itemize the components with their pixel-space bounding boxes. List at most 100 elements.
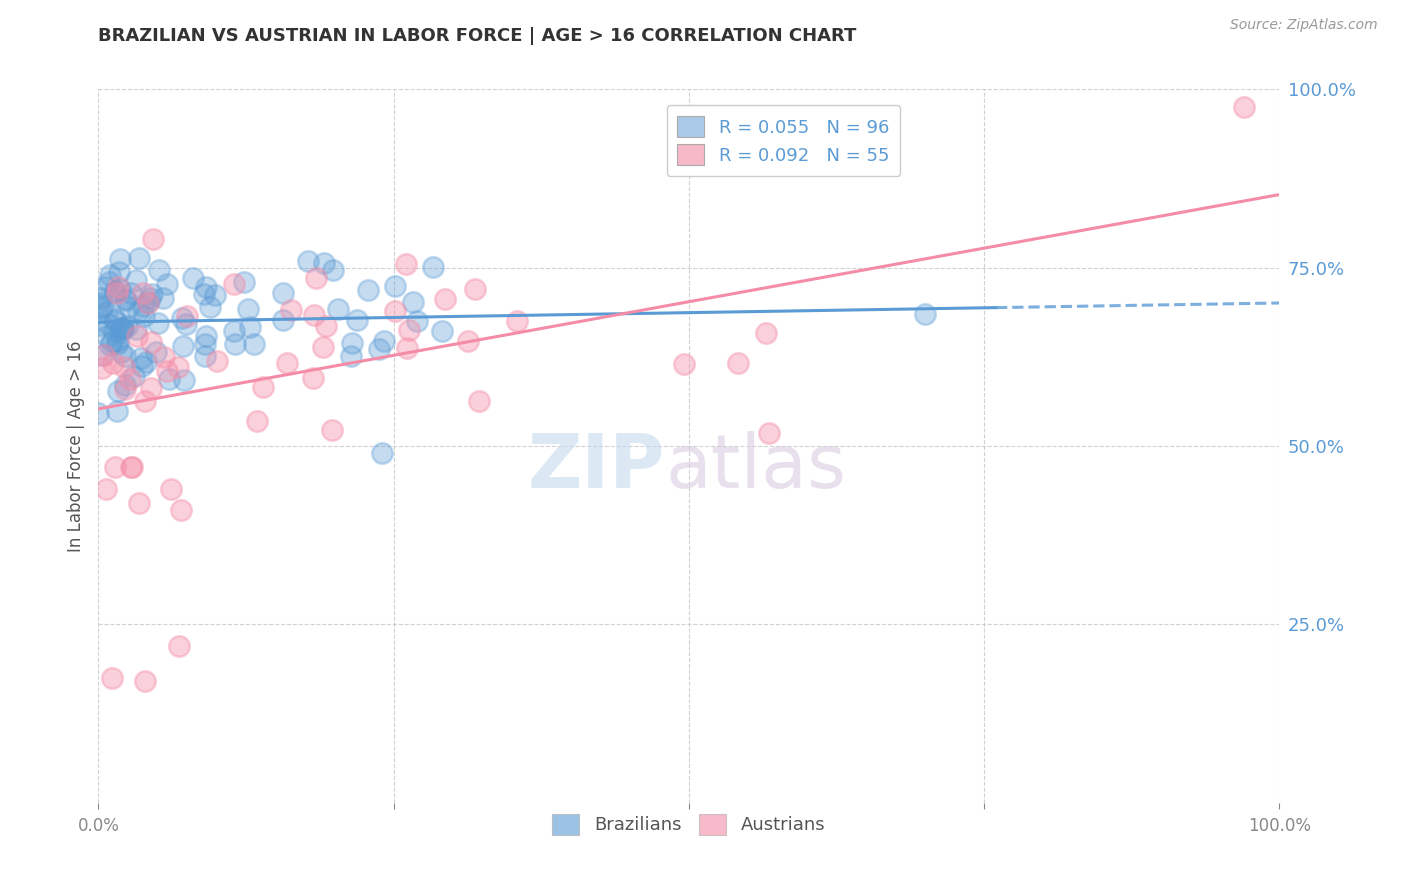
Point — [312, 340, 335, 354]
Point — [152, 350, 174, 364]
Point — [384, 278, 406, 293]
Point — [157, 372, 180, 386]
Point — [172, 339, 194, 353]
Point — [90, 360, 112, 375]
Point — [297, 254, 319, 268]
Point — [112, 322, 135, 336]
Point — [100, 671, 122, 685]
Y-axis label: In Labor Force | Age > 16: In Labor Force | Age > 16 — [66, 340, 84, 552]
Point — [384, 304, 406, 318]
Point — [271, 285, 294, 300]
Point — [156, 277, 179, 291]
Point — [114, 377, 136, 392]
Point — [321, 424, 343, 438]
Point — [370, 446, 392, 460]
Point — [122, 368, 145, 383]
Point — [107, 334, 129, 348]
Point — [93, 299, 115, 313]
Point — [433, 292, 456, 306]
Point — [194, 328, 217, 343]
Point — [105, 336, 128, 351]
Point — [755, 326, 778, 340]
Point — [232, 276, 254, 290]
Point — [132, 309, 155, 323]
Point — [108, 252, 131, 266]
Point — [134, 393, 156, 408]
Point — [464, 282, 486, 296]
Point — [271, 312, 294, 326]
Point — [105, 285, 128, 300]
Point — [103, 285, 125, 299]
Point — [120, 286, 142, 301]
Point — [111, 320, 134, 334]
Point — [114, 293, 136, 307]
Point — [141, 287, 163, 301]
Point — [117, 300, 139, 314]
Point — [120, 460, 142, 475]
Point — [402, 294, 425, 309]
Point — [135, 355, 157, 369]
Point — [134, 674, 156, 689]
Point — [243, 336, 266, 351]
Point — [252, 380, 274, 394]
Point — [107, 404, 129, 418]
Point — [112, 359, 135, 374]
Point — [406, 314, 429, 328]
Point — [173, 373, 195, 387]
Point — [914, 307, 936, 321]
Point — [172, 310, 194, 325]
Point — [114, 382, 136, 396]
Point — [127, 305, 149, 319]
Point — [457, 334, 479, 348]
Point — [97, 317, 120, 331]
Text: ZIP: ZIP — [529, 431, 665, 504]
Point — [100, 338, 122, 352]
Point — [224, 337, 246, 351]
Point — [170, 503, 193, 517]
Point — [98, 268, 121, 282]
Point — [93, 348, 115, 362]
Point — [145, 344, 167, 359]
Point — [346, 313, 368, 327]
Point — [373, 334, 395, 349]
Point — [148, 263, 170, 277]
Point — [110, 345, 132, 359]
Point — [302, 309, 325, 323]
Point — [141, 334, 163, 349]
Point — [312, 256, 335, 270]
Point — [468, 394, 491, 409]
Point — [108, 265, 131, 279]
Point — [246, 414, 269, 428]
Text: BRAZILIAN VS AUSTRIAN IN LABOR FORCE | AGE > 16 CORRELATION CHART: BRAZILIAN VS AUSTRIAN IN LABOR FORCE | A… — [98, 27, 856, 45]
Point — [174, 317, 197, 331]
Point — [236, 302, 259, 317]
Point — [205, 354, 228, 368]
Point — [103, 324, 125, 338]
Point — [104, 284, 127, 298]
Point — [121, 460, 143, 475]
Text: Source: ZipAtlas.com: Source: ZipAtlas.com — [1230, 18, 1378, 32]
Point — [672, 357, 695, 371]
Point — [108, 326, 131, 340]
Point — [276, 356, 298, 370]
Legend: Brazilians, Austrians: Brazilians, Austrians — [543, 805, 835, 844]
Point — [328, 302, 350, 317]
Point — [505, 314, 527, 328]
Point — [90, 348, 112, 362]
Point — [395, 342, 418, 356]
Point — [302, 371, 325, 385]
Point — [398, 323, 420, 337]
Point — [125, 329, 148, 343]
Point — [727, 356, 749, 370]
Point — [104, 311, 127, 326]
Point — [100, 334, 122, 349]
Point — [194, 280, 217, 294]
Point — [139, 292, 162, 306]
Point — [224, 277, 246, 291]
Point — [204, 287, 226, 301]
Point — [280, 303, 302, 318]
Point — [357, 283, 380, 297]
Point — [87, 406, 110, 420]
Text: atlas: atlas — [665, 431, 846, 504]
Point — [90, 291, 112, 305]
